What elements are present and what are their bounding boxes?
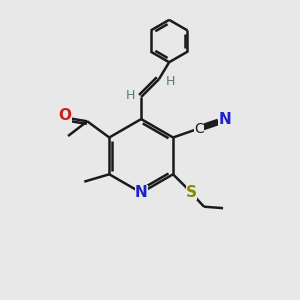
Text: N: N — [135, 185, 148, 200]
Text: O: O — [58, 109, 72, 124]
Text: S: S — [186, 185, 197, 200]
Text: C: C — [194, 122, 203, 136]
Text: H: H — [125, 89, 135, 102]
Text: N: N — [218, 112, 231, 127]
Text: H: H — [165, 75, 175, 88]
